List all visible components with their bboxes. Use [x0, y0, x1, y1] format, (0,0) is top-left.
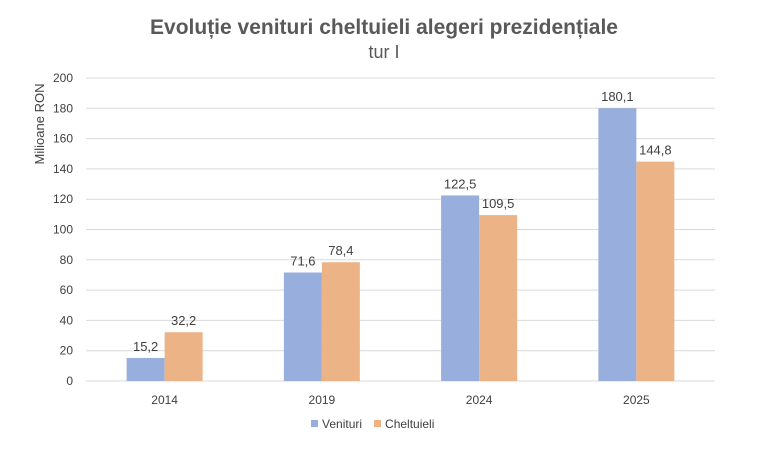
data-label: 122,5 [444, 176, 477, 191]
x-tick-label: 2019 [309, 393, 336, 407]
bar-venituri-2014 [126, 357, 165, 381]
legend-label: Venituri [322, 417, 362, 431]
y-tick-label: 80 [60, 253, 74, 267]
y-axis-label: Milioane RON [32, 84, 47, 165]
y-tick-label: 60 [60, 283, 74, 297]
x-tick-label: 2024 [466, 393, 493, 407]
legend-swatch [311, 420, 318, 427]
y-axis-ticks: 0 20 40 60 80 100 120 140 160 180 200 [53, 71, 73, 388]
data-label: 32,2 [171, 313, 196, 328]
legend: Venituri Cheltuieli [311, 417, 434, 431]
data-label: 109,5 [482, 196, 515, 211]
data-label: 180,1 [601, 89, 634, 104]
y-tick-label: 40 [60, 313, 74, 327]
data-label: 78,4 [328, 243, 353, 258]
y-tick-label: 0 [66, 374, 73, 388]
legend-swatch [374, 420, 382, 427]
x-tick-label: 2014 [151, 393, 178, 407]
x-tick-label: 2025 [623, 393, 650, 407]
data-label: 71,6 [290, 254, 315, 269]
bar-venituri-2024 [441, 195, 480, 381]
y-tick-label: 100 [53, 223, 73, 237]
bars [126, 108, 675, 381]
bar-venituri-2019 [283, 272, 322, 381]
y-tick-label: 200 [53, 71, 73, 85]
y-tick-label: 140 [53, 162, 73, 176]
x-axis-ticks: 2014 2019 2024 2025 [151, 393, 650, 407]
legend-label: Cheltuieli [385, 417, 434, 431]
y-tick-label: 160 [53, 132, 73, 146]
bar-cheltuieli-2025 [636, 161, 675, 381]
y-tick-label: 20 [60, 344, 74, 358]
y-tick-label: 120 [53, 192, 73, 206]
bar-venituri-2025 [598, 108, 637, 381]
bar-cheltuieli-2019 [321, 262, 360, 381]
y-tick-label: 180 [53, 101, 73, 115]
chart-title: Evoluție venituri cheltuieli alegeri pre… [150, 16, 618, 39]
data-label: 15,2 [133, 339, 158, 354]
data-labels: 15,2 32,2 71,6 78,4 122,5 109,5 180,1 144,8 [133, 89, 672, 354]
bar-cheltuieli-2014 [164, 332, 203, 381]
chart-subtitle: tur I [368, 42, 399, 62]
data-label: 144,8 [639, 143, 672, 158]
bar-cheltuieli-2024 [479, 215, 518, 381]
